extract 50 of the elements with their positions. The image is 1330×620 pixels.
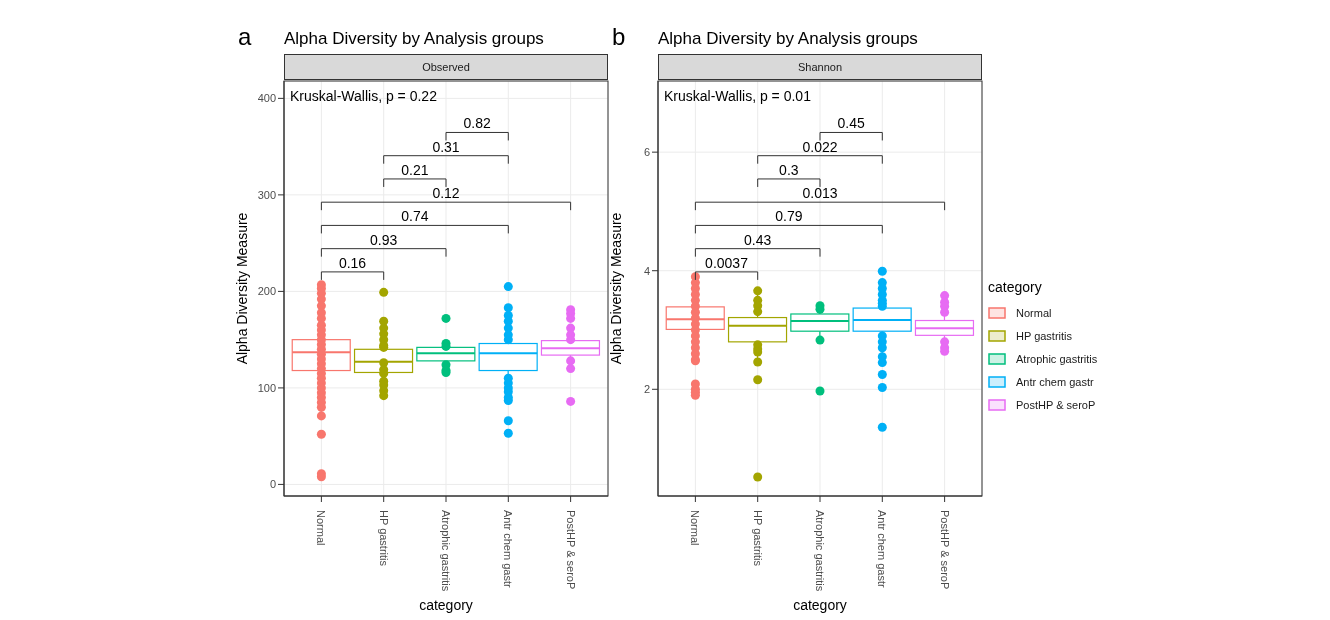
annotation: 0.45 <box>837 115 865 132</box>
annotation: 0.93 <box>370 231 398 248</box>
x-tick-label: Normal <box>689 510 702 546</box>
x-tick-label: PostHP & seroP <box>564 510 577 590</box>
annotation: 0.82 <box>463 115 491 132</box>
annotation: Kruskal-Wallis, p = 0.22 <box>290 88 438 104</box>
x-tick-label: HP gastritis <box>751 510 764 567</box>
annotation: 0.16 <box>338 254 367 271</box>
x-tick-label: Normal <box>315 510 328 546</box>
annotation: Kruskal-Wallis, p = 0.01 <box>664 88 812 104</box>
y-tick-label: 200 <box>257 285 276 298</box>
x-tick-label: Atrophic gastritis <box>440 510 452 592</box>
y-tick-label: 2 <box>643 383 650 396</box>
annotation: 0.12 <box>432 185 460 202</box>
x-axis-title: category <box>793 597 847 613</box>
legend-label: Antr chem gastr <box>1015 374 1095 390</box>
x-tick-label: HP gastritis <box>377 510 390 567</box>
annotation: 0.43 <box>744 231 772 248</box>
legend-label: PostHP & seroP <box>1015 397 1097 413</box>
annotation: 0.022 <box>802 138 838 155</box>
chart-subtitle: Observed <box>284 54 608 80</box>
chart-title: Alpha Diversity by Analysis groups <box>284 29 544 49</box>
x-axis-title: category <box>419 597 473 613</box>
annotation: 0.79 <box>775 208 803 225</box>
y-tick-label: 4 <box>643 264 650 277</box>
x-tick-label: Antr chem gastr <box>502 510 515 588</box>
x-tick-label: PostHP & seroP <box>938 510 951 590</box>
x-tick-label: Atrophic gastritis <box>814 510 826 592</box>
legend-title: category <box>988 279 1043 295</box>
annotation: 0.74 <box>401 208 429 225</box>
y-axis-title: Alpha Diversity Measure <box>607 212 624 365</box>
annotation: 0.0037 <box>705 254 749 271</box>
y-tick-label: 400 <box>257 92 276 105</box>
annotation: 0.013 <box>802 185 838 202</box>
legend-label: Atrophic gastritis <box>1015 351 1098 367</box>
y-tick-label: 300 <box>257 188 276 201</box>
annotation: 0.31 <box>432 138 460 155</box>
chart-title: Alpha Diversity by Analysis groups <box>658 29 918 49</box>
text: a <box>238 23 252 50</box>
y-tick-label: 6 <box>643 146 650 159</box>
chart-subtitle: Shannon <box>658 54 982 80</box>
legend-label: Normal <box>1015 305 1053 321</box>
legend-label: HP gastritis <box>1015 328 1074 344</box>
annotation: 0.21 <box>401 161 429 178</box>
y-tick-label: 0 <box>269 478 276 491</box>
text: b <box>612 23 626 50</box>
y-tick-label: 100 <box>257 381 276 394</box>
x-tick-label: Antr chem gastr <box>876 510 889 588</box>
y-axis-title: Alpha Diversity Measure <box>233 212 250 365</box>
annotation: 0.3 <box>779 161 799 178</box>
